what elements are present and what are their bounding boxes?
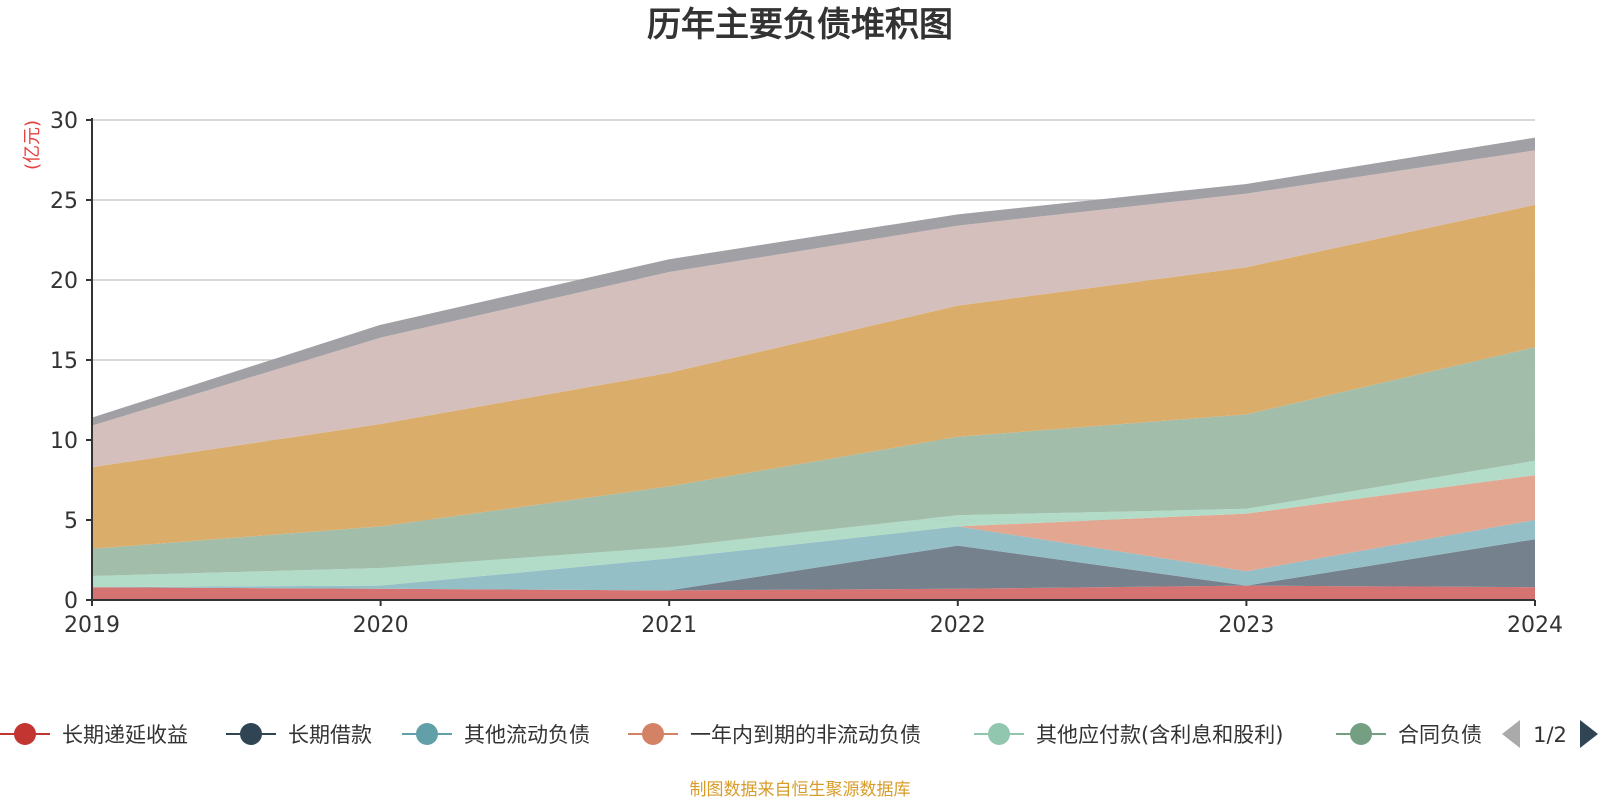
legend-label: 长期借款 [288, 723, 372, 747]
area-8 [92, 150, 1535, 468]
area-4 [92, 475, 1535, 588]
legend-item[interactable]: 其他应付款(含利息和股利) [974, 723, 1283, 747]
legend: 长期递延收益 长期借款 其他流动负债 一年内到期的非流动负债 其他应付款(含利息和股利)… [0, 723, 1482, 747]
legend-label: 长期递延收益 [62, 723, 188, 747]
legend-circle-marker [14, 723, 36, 745]
area-1 [92, 585, 1535, 600]
y-tick-label: 0 [64, 589, 78, 614]
legend-next-arrow-icon[interactable] [1580, 720, 1598, 748]
area-5 [92, 460, 1535, 588]
legend-pager: 1/2 [1502, 720, 1598, 748]
x-tick-label: 2019 [64, 613, 120, 638]
y-tick-label: 20 [50, 269, 78, 294]
area-2 [92, 539, 1535, 591]
legend-prev-arrow-icon[interactable] [1502, 720, 1520, 748]
legend-circle-marker [1350, 723, 1372, 745]
area-6 [92, 347, 1535, 576]
x-tick-label: 2022 [930, 613, 986, 638]
area-series [92, 137, 1535, 600]
legend-circle-marker [642, 723, 664, 745]
x-tick-label: 2024 [1507, 613, 1563, 638]
legend-circle-marker [240, 723, 262, 745]
y-tick-label: 15 [50, 349, 78, 374]
legend-label: 合同负债 [1398, 723, 1482, 747]
y-tick-label: 30 [50, 109, 78, 134]
legend-item[interactable]: 其他流动负债 [402, 723, 590, 747]
legend-item[interactable]: 合同负债 [1336, 723, 1482, 747]
area-7 [92, 204, 1535, 549]
legend-label: 其他流动负债 [464, 723, 590, 747]
legend-label: 其他应付款(含利息和股利) [1036, 723, 1283, 747]
y-tick-label: 5 [64, 509, 78, 534]
y-tick-label: 25 [50, 189, 78, 214]
legend-circle-marker [988, 723, 1010, 745]
legend-label: 一年内到期的非流动负债 [690, 723, 921, 747]
legend-circle-marker [416, 723, 438, 745]
y-tick-label: 10 [50, 429, 78, 454]
legend-item[interactable]: 长期递延收益 [0, 723, 188, 747]
x-tick-label: 2023 [1218, 613, 1274, 638]
x-tick-label: 2021 [641, 613, 697, 638]
chart-title: 历年主要负债堆积图 [647, 5, 953, 45]
area-9 [92, 137, 1535, 426]
legend-item[interactable]: 长期借款 [226, 723, 372, 747]
x-tick-label: 2020 [353, 613, 409, 638]
legend-item[interactable]: 一年内到期的非流动负债 [628, 723, 921, 747]
legend-page-indicator: 1/2 [1533, 723, 1567, 747]
axes [86, 118, 1536, 606]
area-3 [92, 520, 1535, 591]
y-axis-unit: (亿元) [22, 120, 43, 170]
data-source-note: 制图数据来自恒生聚源数据库 [690, 780, 911, 800]
tick-labels: 0 5 10 15 20 25 30 2019 2020 2021 2022 2023 2024 [50, 109, 1563, 638]
